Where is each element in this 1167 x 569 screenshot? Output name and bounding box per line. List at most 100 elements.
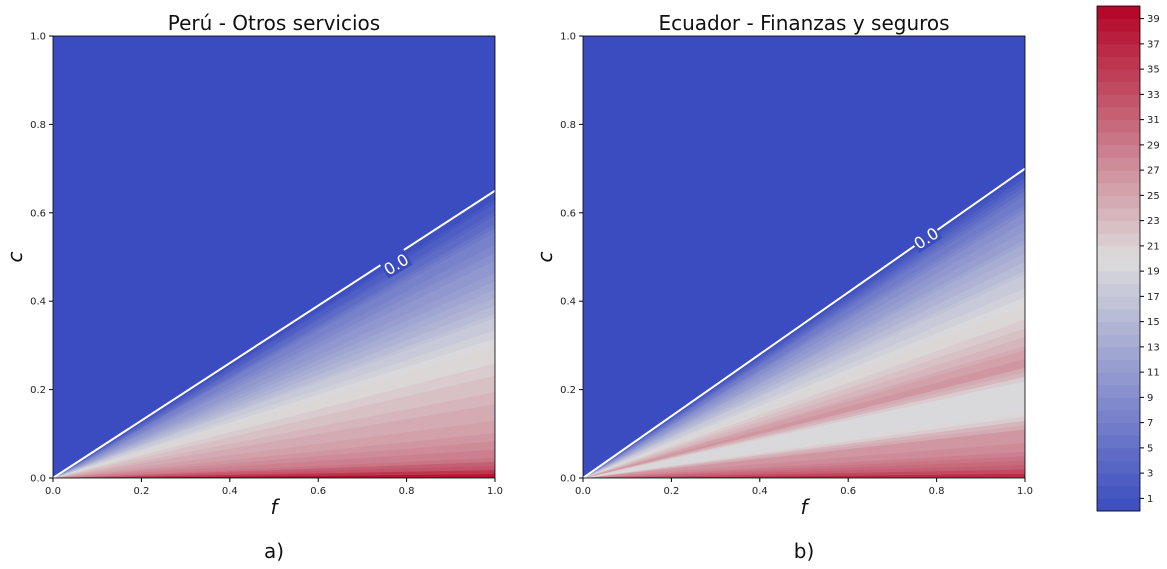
colorbar-level: [1097, 334, 1140, 348]
colorbar-tick-label: 3: [1147, 469, 1153, 480]
gradient-fan: [583, 168, 1025, 478]
y-tick-label: 0.2: [560, 385, 576, 396]
y-tick-label: 0.2: [30, 385, 46, 396]
colorbar-tick-label: 5: [1147, 443, 1153, 454]
colorbar-tick-label: 15: [1147, 317, 1160, 328]
colorbar-level: [1097, 31, 1140, 45]
colorbar-tick-label: 23: [1147, 216, 1160, 227]
heatmap-field: [583, 36, 1025, 478]
panel-label: b): [794, 539, 815, 563]
y-tick-label: 0.4: [560, 297, 576, 308]
y-tick-label: 1.0: [560, 32, 576, 43]
panel-label: a): [264, 539, 284, 563]
colorbar-level: [1097, 473, 1140, 487]
x-axis: 0.0 0.2 0.4 0.6 0.8 1.0 f: [45, 478, 503, 519]
colorbar-level: [1097, 346, 1140, 360]
y-axis-label: c: [533, 252, 557, 263]
colorbar-level: [1097, 182, 1140, 196]
colorbar-frame: [1096, 5, 1141, 512]
chart-title: Ecuador - Finanzas y seguros: [658, 11, 949, 35]
x-tick-label: 1.0: [1017, 486, 1033, 497]
colorbar-tick-label: 39: [1147, 14, 1160, 25]
colorbar-level: [1097, 195, 1140, 209]
x-axis-label: f: [800, 495, 810, 519]
colorbar-level: [1097, 18, 1140, 32]
colorbar-level: [1097, 144, 1140, 158]
x-tick-label: 0.0: [45, 486, 61, 497]
x-axis: 0.0 0.2 0.4 0.6 0.8 1.0 f: [575, 478, 1033, 519]
colorbar-tick-label: 1: [1147, 494, 1153, 505]
colorbar-tick-label: 29: [1147, 140, 1160, 151]
x-tick-label: 0.8: [399, 486, 415, 497]
colorbar-level: [1097, 271, 1140, 285]
y-axis: 0.0 0.2 0.4 0.6 0.8 1.0 c: [3, 32, 53, 485]
colorbar-level: [1097, 498, 1140, 512]
colorbar-tick-label: 25: [1147, 191, 1160, 202]
colorbar-tick-label: 9: [1147, 393, 1153, 404]
colorbar-level: [1097, 245, 1140, 259]
zero-contour-line: [53, 189, 495, 478]
colorbar-level: [1097, 460, 1140, 474]
colorbar-levels: [1097, 6, 1140, 512]
colorbar-level: [1097, 157, 1140, 171]
colorbar-level: [1097, 422, 1140, 436]
colorbar-tick-label: 33: [1147, 90, 1160, 101]
colorbar-level: [1097, 119, 1140, 133]
plot-frame: [582, 35, 1026, 479]
y-tick-label: 0.0: [560, 474, 576, 485]
colorbar-level: [1097, 384, 1140, 398]
heatmap-field: [53, 36, 495, 478]
colorbar-level: [1097, 132, 1140, 146]
contour-label-gap: [909, 222, 943, 254]
chart-title: Perú - Otros servicios: [168, 11, 380, 35]
colorbar-tick-label: 13: [1147, 342, 1160, 353]
y-tick-label: 0.8: [30, 120, 46, 131]
x-tick-label: 0.6: [310, 486, 326, 497]
colorbar-tick-label: 27: [1147, 166, 1160, 177]
colorbar-tick-label: 11: [1147, 368, 1160, 379]
colorbar-tick-label: 35: [1147, 65, 1160, 76]
colorbar-level: [1097, 107, 1140, 121]
colorbar-level: [1097, 309, 1140, 323]
y-tick-label: 1.0: [30, 32, 46, 43]
y-tick-label: 0.6: [30, 208, 46, 219]
colorbar-level: [1097, 321, 1140, 335]
colorbar-level: [1097, 485, 1140, 499]
y-tick-label: 0.0: [30, 474, 46, 485]
colorbar-level: [1097, 94, 1140, 108]
x-tick-label: 0.2: [133, 486, 149, 497]
colorbar-level: [1097, 81, 1140, 95]
y-axis-label: c: [3, 252, 27, 263]
x-tick-label: 1.0: [487, 486, 503, 497]
y-tick-label: 0.6: [560, 208, 576, 219]
colorbar-level: [1097, 359, 1140, 373]
heatmap-panel-a: Perú - Otros servicios 0.0 0.0 0.2 0.4 0…: [3, 11, 503, 563]
x-tick-label: 0.4: [222, 486, 238, 497]
y-tick-label: 0.8: [560, 120, 576, 131]
x-tick-label: 0.0: [575, 486, 591, 497]
colorbar-tick-label: 19: [1147, 267, 1160, 278]
colorbar-level: [1097, 397, 1140, 411]
plot-frame: [52, 35, 496, 479]
colorbar-level: [1097, 258, 1140, 272]
colorbar-tick-label: 37: [1147, 39, 1160, 50]
colorbar-tick-label: 7: [1147, 418, 1153, 429]
colorbar-level: [1097, 6, 1140, 20]
x-tick-label: 0.2: [663, 486, 679, 497]
x-axis-label: f: [270, 495, 280, 519]
x-tick-label: 0.6: [840, 486, 856, 497]
colorbar-level: [1097, 233, 1140, 247]
colorbar-level: [1097, 283, 1140, 297]
colorbar-level: [1097, 69, 1140, 83]
colorbar-level: [1097, 447, 1140, 461]
contour-label-gap: [379, 249, 413, 279]
colorbar-tick-label: 31: [1147, 115, 1160, 126]
colorbar-tick-label: 17: [1147, 292, 1160, 303]
zero-contour-line: [583, 167, 1025, 478]
gradient-fan: [53, 190, 495, 478]
colorbar-level: [1097, 220, 1140, 234]
heatmap-panel-b: Ecuador - Finanzas y seguros 0.0 0.0 0.2…: [533, 11, 1033, 563]
